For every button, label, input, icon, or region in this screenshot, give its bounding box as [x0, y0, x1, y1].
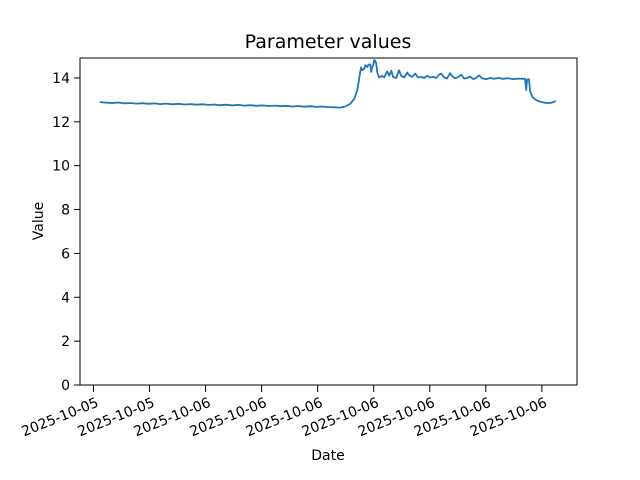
y-tick-label: 14 — [52, 71, 70, 87]
y-tick-label: 6 — [61, 246, 70, 262]
data-line-parameter — [99, 59, 556, 109]
y-tick-label: 12 — [52, 115, 70, 131]
y-tick-label: 4 — [61, 290, 70, 306]
plot-area-border — [79, 57, 578, 386]
y-tick-label: 0 — [61, 378, 70, 394]
x-axis-label: Date — [311, 448, 345, 464]
y-tick-label: 10 — [52, 159, 70, 175]
y-tick-label: 2 — [61, 334, 70, 350]
y-axis-label: Value — [31, 201, 47, 241]
y-tick-label: 8 — [61, 203, 70, 219]
chart-title: Parameter values — [244, 31, 412, 53]
